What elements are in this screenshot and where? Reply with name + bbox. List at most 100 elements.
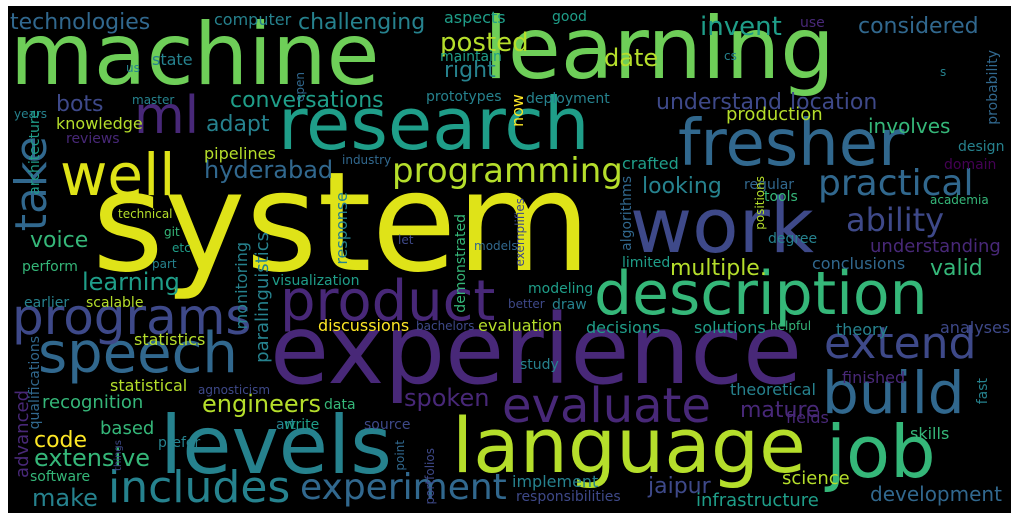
word-cloud-word: multiple. bbox=[670, 256, 767, 281]
word-cloud-word: conversations bbox=[230, 88, 384, 113]
word-cloud-word: things bbox=[113, 440, 124, 471]
word-cloud-word: programs bbox=[12, 288, 252, 346]
word-cloud-word: machine bbox=[10, 6, 380, 105]
word-cloud-word: invent bbox=[700, 12, 782, 42]
word-cloud-word: cs bbox=[724, 49, 737, 63]
word-cloud-word: experiment bbox=[300, 467, 507, 508]
word-cloud-word: ml bbox=[134, 86, 200, 146]
word-cloud-word: better bbox=[508, 297, 545, 311]
word-cloud-word: science bbox=[782, 468, 850, 489]
word-cloud-word: programming bbox=[392, 151, 623, 191]
word-cloud-word: theoretical bbox=[730, 380, 816, 399]
word-cloud-word: technical bbox=[118, 207, 173, 221]
word-cloud-word: models bbox=[474, 239, 518, 253]
word-cloud-word: statistical bbox=[110, 376, 188, 395]
word-cloud-word: discussions bbox=[318, 316, 410, 335]
word-cloud-word: implement bbox=[512, 472, 599, 491]
word-cloud-word: evaluate bbox=[502, 378, 711, 434]
word-cloud-word: qualifications bbox=[27, 336, 43, 430]
word-cloud-word: use bbox=[800, 15, 825, 31]
word-cloud-word: open bbox=[293, 72, 307, 102]
word-cloud-word: response bbox=[332, 192, 351, 265]
word-cloud-word: spoken bbox=[404, 384, 490, 412]
word-cloud-word: state bbox=[152, 50, 193, 69]
word-cloud-word: skills bbox=[910, 424, 950, 443]
word-cloud-word: git bbox=[164, 225, 180, 239]
word-cloud-word: responsibilities bbox=[516, 489, 621, 505]
word-cloud-word: modeling bbox=[528, 281, 594, 297]
word-cloud-word: learning bbox=[484, 6, 835, 99]
word-cloud-word: involves bbox=[868, 114, 951, 138]
word-cloud-word: perform bbox=[22, 259, 78, 275]
word-cloud-word: maintain bbox=[440, 49, 502, 65]
word-cloud-word: extend bbox=[824, 318, 977, 369]
word-cloud-word: levels bbox=[160, 399, 392, 492]
word-cloud-word: now bbox=[508, 94, 527, 128]
word-cloud-word: infrastructure bbox=[696, 490, 819, 511]
word-cloud-word: limited bbox=[622, 255, 671, 271]
word-cloud-word: algorithms bbox=[619, 176, 635, 251]
word-cloud-word: engineers bbox=[202, 390, 321, 418]
word-cloud-word: based bbox=[100, 418, 155, 439]
word-cloud-word: point bbox=[393, 440, 407, 471]
word-cloud-word: bachelors bbox=[416, 319, 475, 333]
word-cloud-word: draw bbox=[552, 297, 587, 313]
word-cloud-word: extensive bbox=[34, 444, 151, 472]
word-cloud-canvas: system machine learning experience research w… bbox=[8, 6, 1011, 513]
word-cloud-word: part bbox=[152, 257, 177, 271]
word-cloud-word: master bbox=[132, 93, 175, 107]
word-cloud-word: write bbox=[284, 417, 320, 433]
word-cloud-word: etc bbox=[172, 241, 191, 255]
word-cloud-word: well bbox=[60, 141, 176, 209]
word-cloud-word: years bbox=[14, 107, 48, 121]
word-cloud-word: let bbox=[398, 233, 414, 247]
word-cloud-word: voice bbox=[30, 228, 89, 253]
word-cloud-word: aspects bbox=[444, 8, 506, 27]
word-cloud-word: ability bbox=[846, 201, 945, 239]
word-cloud-word: decisions bbox=[586, 318, 661, 337]
word-cloud-word: fresher bbox=[678, 107, 905, 181]
word-cloud-word: tools bbox=[764, 189, 798, 205]
word-cloud-word: mature bbox=[740, 398, 820, 423]
word-cloud-word: statistics bbox=[134, 330, 206, 349]
word-cloud-word: positions bbox=[753, 176, 767, 230]
word-cloud-word: academia bbox=[930, 193, 989, 207]
word-cloud-word: us bbox=[126, 61, 140, 75]
word-cloud-word: includes bbox=[108, 462, 291, 513]
word-cloud-word: location bbox=[790, 90, 878, 115]
word-cloud-word: fast bbox=[975, 378, 991, 405]
word-cloud-word: development bbox=[870, 482, 1002, 506]
word-cloud-word: solutions bbox=[694, 318, 766, 337]
word-cloud-word: paralinguistics bbox=[252, 232, 273, 363]
word-cloud-word: data bbox=[324, 397, 356, 413]
word-cloud-word: finished bbox=[842, 368, 906, 387]
word-cloud-word: system bbox=[92, 142, 591, 303]
word-cloud-word: conclusions bbox=[812, 254, 906, 273]
word-cloud-word: scalable bbox=[86, 295, 144, 311]
word-cloud-word: software bbox=[30, 469, 91, 485]
word-cloud-word: degree bbox=[768, 231, 818, 247]
word-cloud-word: knowledge bbox=[56, 114, 143, 133]
word-cloud-word: visualization bbox=[272, 273, 360, 289]
word-cloud-word: deployment bbox=[526, 91, 610, 107]
word-cloud-word: crafted bbox=[622, 154, 679, 173]
word-cloud-word: reviews bbox=[66, 131, 120, 147]
word-cloud-word: understand bbox=[656, 90, 782, 115]
word-cloud-word: bots bbox=[56, 92, 104, 117]
word-cloud-word: speech bbox=[38, 321, 238, 386]
word-cloud-word: monitoring bbox=[232, 242, 251, 330]
word-cloud-word: prefer bbox=[158, 435, 201, 451]
word-cloud-word: jaipur bbox=[648, 474, 711, 499]
word-cloud-word: computer bbox=[214, 10, 292, 29]
word-cloud-word: description bbox=[594, 259, 928, 329]
word-cloud-word: adapt bbox=[206, 112, 270, 137]
word-cloud-word: practical bbox=[818, 163, 974, 204]
word-cloud-word: product bbox=[280, 269, 496, 334]
word-cloud-word: date bbox=[604, 44, 659, 72]
word-cloud-word: regular bbox=[744, 177, 795, 193]
word-cloud-word: hyderabad bbox=[204, 156, 334, 184]
word-cloud-word: recognition bbox=[42, 392, 144, 413]
word-cloud-word: work bbox=[630, 181, 814, 270]
word-cloud-word: job bbox=[826, 410, 936, 494]
